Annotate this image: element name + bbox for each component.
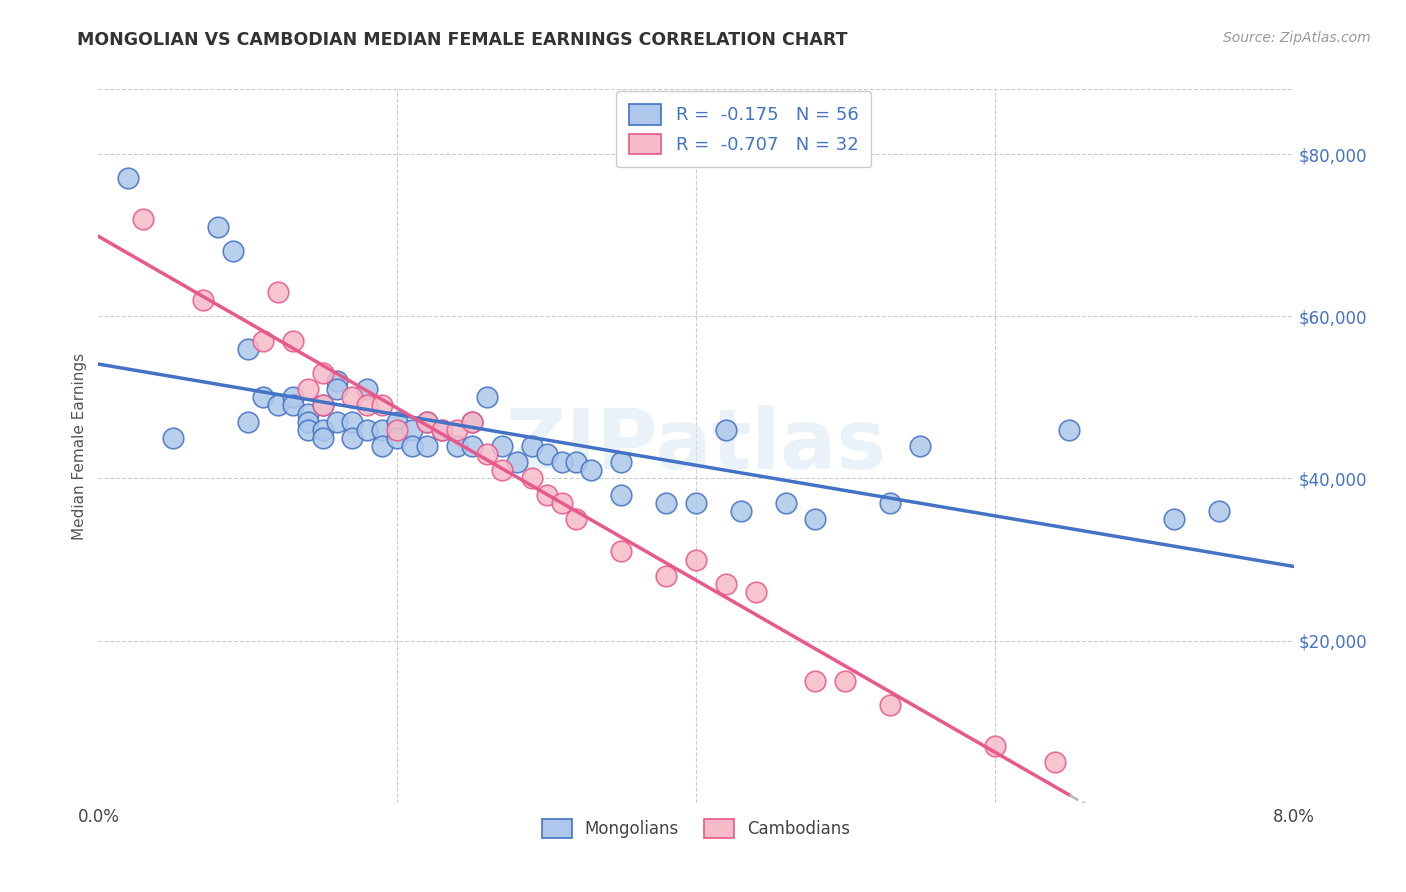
Point [356, 399, 378, 413]
Point [461, 439, 484, 453]
Point [371, 399, 394, 413]
Point [730, 504, 752, 518]
Point [1208, 504, 1230, 518]
Point [550, 496, 572, 510]
Point [610, 455, 633, 469]
Point [311, 423, 333, 437]
Point [222, 244, 245, 259]
Point [326, 374, 349, 388]
Point [371, 423, 394, 437]
Point [252, 334, 274, 348]
Legend: Mongolians, Cambodians: Mongolians, Cambodians [534, 812, 858, 845]
Point [311, 399, 333, 413]
Point [326, 415, 349, 429]
Point [461, 415, 484, 429]
Point [506, 455, 529, 469]
Point [775, 496, 797, 510]
Point [491, 439, 513, 453]
Point [446, 423, 468, 437]
Point [311, 431, 333, 445]
Point [117, 171, 139, 186]
Point [191, 293, 214, 307]
Point [714, 577, 737, 591]
Point [581, 463, 603, 477]
Point [281, 399, 304, 413]
Point [804, 674, 827, 689]
Point [281, 334, 304, 348]
Point [385, 431, 409, 445]
Point [401, 423, 423, 437]
Point [984, 739, 1007, 753]
Point [342, 431, 364, 445]
Point [834, 674, 856, 689]
Point [1043, 756, 1066, 770]
Point [536, 488, 558, 502]
Point [745, 585, 768, 599]
Point [162, 431, 184, 445]
Point [610, 488, 633, 502]
Text: ZIPatlas: ZIPatlas [506, 406, 886, 486]
Point [536, 447, 558, 461]
Point [1163, 512, 1185, 526]
Point [430, 423, 453, 437]
Point [311, 366, 333, 380]
Point [520, 471, 543, 485]
Point [236, 415, 259, 429]
Point [132, 211, 155, 226]
Point [804, 512, 827, 526]
Point [908, 439, 931, 453]
Point [475, 390, 498, 404]
Point [430, 423, 453, 437]
Point [520, 439, 543, 453]
Point [385, 415, 409, 429]
Point [491, 463, 513, 477]
Point [356, 382, 378, 396]
Point [416, 439, 439, 453]
Point [565, 512, 588, 526]
Point [446, 439, 468, 453]
Point [356, 423, 378, 437]
Point [252, 390, 274, 404]
Point [267, 399, 290, 413]
Text: Source: ZipAtlas.com: Source: ZipAtlas.com [1223, 31, 1371, 45]
Point [385, 423, 409, 437]
Point [371, 439, 394, 453]
Point [879, 698, 901, 713]
Point [714, 423, 737, 437]
Point [461, 415, 484, 429]
Point [281, 390, 304, 404]
Point [879, 496, 901, 510]
Point [207, 220, 229, 235]
Point [267, 285, 290, 299]
Point [655, 568, 678, 582]
Point [297, 407, 319, 421]
Point [550, 455, 572, 469]
Point [297, 382, 319, 396]
Point [685, 496, 707, 510]
Point [297, 415, 319, 429]
Point [610, 544, 633, 558]
Point [565, 455, 588, 469]
Y-axis label: Median Female Earnings: Median Female Earnings [72, 352, 87, 540]
Point [297, 423, 319, 437]
Point [685, 552, 707, 566]
Point [401, 439, 423, 453]
Text: MONGOLIAN VS CAMBODIAN MEDIAN FEMALE EARNINGS CORRELATION CHART: MONGOLIAN VS CAMBODIAN MEDIAN FEMALE EAR… [77, 31, 848, 49]
Point [655, 496, 678, 510]
Point [326, 382, 349, 396]
Point [1059, 423, 1081, 437]
Point [311, 399, 333, 413]
Point [475, 447, 498, 461]
Point [342, 415, 364, 429]
Point [236, 342, 259, 356]
Point [342, 390, 364, 404]
Point [416, 415, 439, 429]
Point [416, 415, 439, 429]
